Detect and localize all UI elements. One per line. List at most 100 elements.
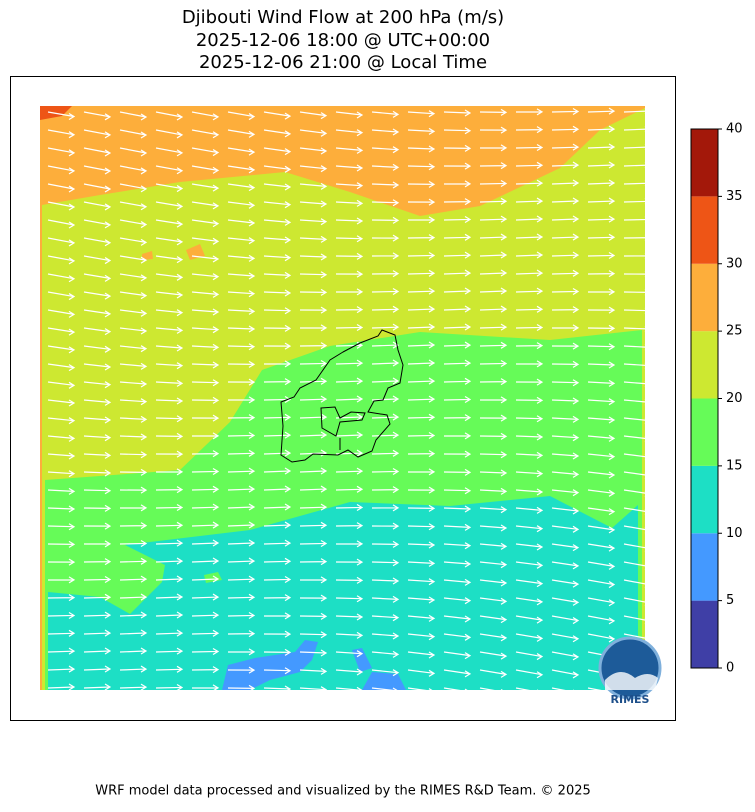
wind-arrow: [83, 611, 112, 619]
wind-arrow: [335, 650, 364, 658]
wind-arrow: [191, 183, 220, 192]
wind-arrow: [587, 471, 616, 479]
wind-arrow: [119, 237, 148, 246]
wind-arrow: [479, 524, 508, 532]
wind-arrow: [155, 665, 184, 673]
wind-arrow: [371, 199, 400, 207]
wind-arrow: [479, 561, 508, 569]
wind-arrow: [227, 201, 256, 209]
wind-arrow: [119, 415, 148, 423]
wind-arrow: [551, 669, 580, 679]
wind-arrow: [335, 467, 364, 475]
wind-arrow: [623, 417, 652, 425]
wind-arrow: [515, 415, 544, 423]
wind-arrow: [479, 359, 508, 367]
contour-region: [142, 244, 205, 260]
wind-arrow: [119, 611, 148, 619]
wind-arrow: [587, 398, 616, 406]
logo: RIMES: [598, 636, 662, 706]
wind-arrow: [119, 539, 148, 547]
wind-arrow: [263, 378, 292, 386]
wind-arrow: [47, 381, 76, 389]
wind-arrow: [47, 629, 76, 637]
wind-arrow: [623, 597, 652, 607]
wind-arrow: [335, 485, 364, 493]
wind-arrow: [47, 291, 76, 301]
wind-arrow: [119, 665, 148, 673]
wind-arrow: [299, 503, 328, 511]
wind-arrow: [335, 503, 364, 511]
wind-arrow: [119, 201, 148, 211]
wind-arrow: [47, 523, 76, 531]
wind-arrow: [263, 449, 292, 457]
wind-arrow: [227, 449, 256, 457]
wind-arrow: [227, 593, 256, 601]
wind-arrow: [587, 306, 616, 314]
wind-arrow: [479, 233, 508, 241]
wind-arrow: [155, 111, 184, 121]
wind-arrow: [47, 237, 76, 247]
logo-text: RIMES: [611, 693, 650, 706]
wind-arrow: [47, 255, 76, 265]
wind-arrow: [443, 523, 472, 531]
wind-arrow: [479, 633, 508, 642]
wind-arrow: [407, 504, 436, 512]
wind-arrow: [551, 161, 580, 169]
wind-arrow: [227, 129, 256, 138]
wind-arrow: [479, 305, 508, 313]
wind-arrow: [263, 395, 292, 403]
wind-arrow: [623, 543, 652, 553]
tick-label: 20: [726, 391, 743, 406]
wind-arrow: [479, 579, 508, 587]
wind-arrow: [263, 342, 292, 350]
wind-arrow: [587, 197, 616, 205]
wind-arrow: [119, 273, 148, 282]
wind-arrow: [623, 471, 652, 480]
wind-arrow: [587, 161, 616, 169]
wind-arrow: [335, 631, 364, 639]
colorbar-segment: [691, 600, 718, 668]
wind-arrow: [443, 633, 472, 641]
wind-arrow: [407, 198, 436, 206]
wind-arrow: [443, 669, 472, 678]
wind-arrow: [155, 165, 184, 175]
wind-arrow: [479, 687, 508, 697]
wind-arrow: [587, 179, 616, 187]
wind-arrow: [407, 269, 436, 277]
wind-arrow: [371, 540, 400, 548]
wind-arrow: [263, 236, 292, 244]
wind-arrow: [119, 165, 148, 175]
wind-arrow: [83, 345, 112, 353]
wind-arrow: [551, 197, 580, 205]
wind-arrow: [443, 651, 472, 660]
wind-arrow: [479, 197, 508, 205]
wind-arrow: [263, 183, 292, 191]
wind-arrow: [443, 144, 472, 152]
wind-arrow: [587, 633, 616, 643]
wind-arrow: [83, 593, 112, 601]
wind-arrow: [515, 342, 544, 350]
wind-arrow: [227, 648, 256, 656]
wind-arrow: [515, 251, 544, 259]
wind-arrow: [515, 687, 544, 697]
wind-arrow: [515, 161, 544, 169]
wind-arrow: [515, 633, 544, 642]
wind-arrow: [371, 650, 400, 658]
wind-arrow: [515, 579, 544, 588]
wind-arrow: [551, 507, 580, 515]
wind-arrow: [371, 341, 400, 349]
wind-arrow: [443, 287, 472, 295]
wind-arrow: [623, 125, 652, 133]
wind-arrow: [83, 111, 112, 121]
colorbar-segment: [691, 129, 718, 197]
wind-arrow: [623, 270, 652, 278]
wind-arrow: [263, 630, 292, 638]
wind-arrow: [335, 252, 364, 260]
wind-arrow: [263, 612, 292, 620]
wind-arrow: [227, 290, 256, 298]
wind-arrow: [335, 323, 364, 331]
wind-arrow: [299, 485, 328, 493]
wind-arrow: [407, 651, 436, 659]
wind-arrow: [515, 305, 544, 313]
